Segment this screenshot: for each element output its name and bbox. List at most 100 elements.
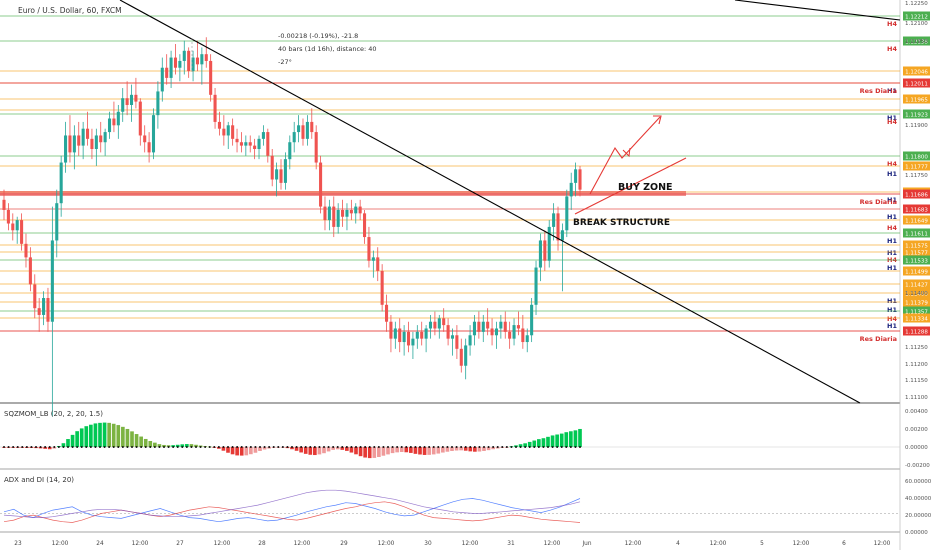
candle-body [301,125,305,139]
sqz-dot [231,446,234,448]
price-tag-text: 1.11965 [905,98,928,104]
candle-body [389,321,393,339]
candle-body [319,162,323,207]
level-label: H4 [887,224,897,232]
sqz-dot [3,446,5,448]
candle-body [411,338,415,346]
price-tag-text: 1.11379 [905,301,928,307]
sqz-bar [399,447,404,452]
sqz-dot [437,446,440,448]
sqz-bar [89,424,93,447]
candle-body [261,132,265,139]
sqz-dot [327,446,330,448]
candle-body [341,209,345,217]
sqz-dot [222,446,225,448]
price-tag [903,78,930,88]
sqz-bar [221,447,226,451]
candle-body [450,335,455,339]
adx-tick: 60.00000 [905,479,932,485]
sqz-bar [335,447,340,450]
sqz-bar [372,447,377,458]
candle-body [323,206,327,221]
sqz-bar [363,447,367,458]
price-tag [903,279,930,289]
sqz-bar [194,444,198,447]
time-label: 12:00 [710,541,727,547]
candle-body [415,331,419,339]
candle-body [393,328,397,339]
candle-body [371,257,375,261]
sqz-dot [25,446,28,448]
candle-body [103,132,107,143]
sqz-dot [469,446,472,448]
sqz-bar [377,447,381,457]
adx-series-line [3,501,581,523]
sqz-bar [409,447,413,453]
sqz-dot [409,446,412,448]
sqz-bar [258,447,262,451]
level-label: H1 [887,87,897,95]
sqz-dot [263,446,266,448]
candle-body [336,209,340,227]
candle-body [543,240,547,261]
sqz-dot [53,446,56,448]
candle-body [275,169,279,180]
sqz-dot [460,446,463,448]
sqz-dot [254,446,257,448]
sqz-dot [313,446,316,448]
price-tag [903,204,930,214]
sqz-dot [432,446,435,448]
candle-body [459,348,463,366]
time-label: Jun [581,541,591,547]
sqz-dot [12,446,15,448]
price-tag [903,313,930,323]
sqz-dot [48,446,51,448]
trendline-upper [734,0,901,21]
price-tag-text: 1.11533 [905,259,928,265]
sqz-dot [204,446,207,448]
price-scale-label: 1.11200 [905,362,928,368]
time-label: 30 [424,541,432,547]
price-tag [903,66,930,76]
sqz-dot [236,446,239,448]
sqz-bar [70,434,75,447]
sqz-dot [240,446,243,448]
sqz-bar [532,440,537,447]
sqz-bar [418,447,422,455]
price-tag-text: 1.11499 [905,270,928,276]
price-scale-label: 1.11900 [905,123,928,129]
sqz-bar [239,447,244,456]
price-scale-label: 1.11400 [905,291,928,297]
sqz-dot [419,446,421,448]
sqz-dot [304,446,307,448]
sqz-dot [446,446,449,448]
sqz-tick: -0.00200 [905,463,930,469]
price-tag [903,247,930,257]
candle-body [90,138,94,150]
measure-line-1: -0.00218 (-0.19%), -21.8 [278,32,358,40]
candle-body [288,142,292,160]
price-tag-text: 1.11288 [905,330,928,336]
sqz-bar [555,434,559,447]
sqz-bar [482,447,486,451]
candle-body [50,240,54,322]
candle-body [376,257,380,271]
sqz-dot [39,446,42,448]
price-axis: 1.12212 1.12138 1.12046 1.12011 1.11965 1.119… [903,1,932,536]
candle-body [384,304,389,322]
sqz-dot [158,446,161,448]
price-tag-text: 1.11777 [905,165,928,171]
sqz-dot [483,446,485,448]
candle-body [499,321,503,329]
sqz-dot [396,446,399,448]
candle-body [578,169,582,190]
price-tag-text: 1.12011 [905,82,928,88]
candle-body [129,94,134,105]
sqz-dot [208,446,211,448]
candle-body [121,98,125,112]
sqz-bar [404,447,409,453]
price-tag-text: 1.11575 [905,244,928,250]
candle-body [560,230,564,241]
